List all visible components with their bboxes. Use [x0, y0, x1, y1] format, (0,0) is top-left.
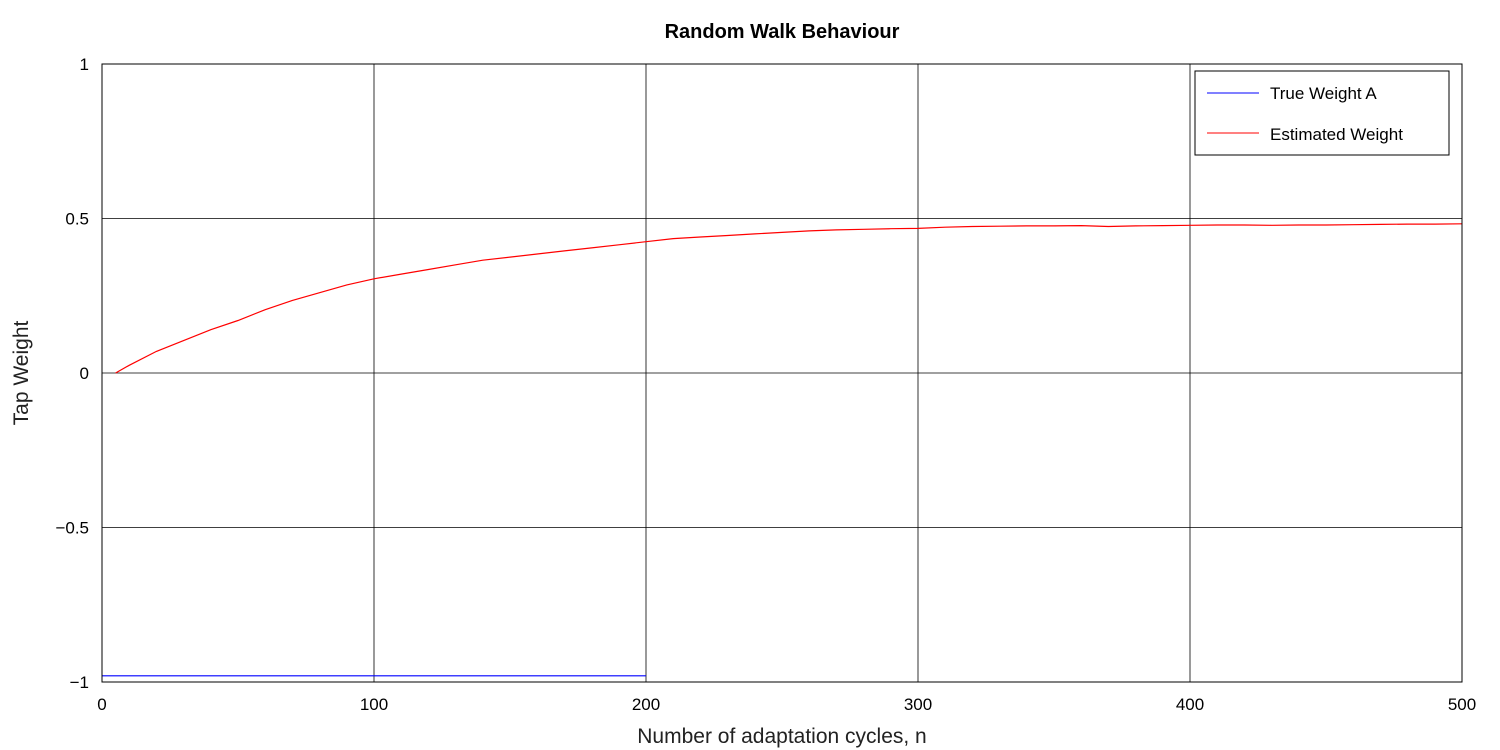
y-tick-label: −0.5 [55, 519, 89, 538]
tick-labels: 0 100 200 300 400 500 −1 −0.5 0 0.5 1 [55, 55, 1476, 714]
legend-label-estimated-weight: Estimated Weight [1270, 125, 1403, 144]
grid [101, 63, 1463, 683]
series-line-estimated-weight [115, 223, 1463, 374]
x-tick-label: 400 [1176, 695, 1204, 714]
x-tick-label: 0 [97, 695, 106, 714]
x-tick-label: 500 [1448, 695, 1476, 714]
x-tick-label: 100 [360, 695, 388, 714]
chart-title: Random Walk Behaviour [665, 21, 900, 43]
y-tick-label: 0.5 [65, 210, 89, 229]
x-tick-label: 300 [904, 695, 932, 714]
x-axis-label: Number of adaptation cycles, n [637, 725, 927, 748]
legend: True Weight A Estimated Weight [1194, 70, 1450, 156]
legend-box [1194, 70, 1450, 156]
y-tick-label: 0 [80, 364, 89, 383]
legend-label-true-weight: True Weight A [1270, 84, 1377, 103]
y-axis-label: Tap Weight [10, 320, 33, 425]
y-tick-label: 1 [80, 55, 89, 74]
plot-frame [101, 63, 1463, 683]
y-tick-label: −1 [70, 673, 89, 692]
series-lines [102, 223, 1463, 677]
x-tick-label: 200 [632, 695, 660, 714]
